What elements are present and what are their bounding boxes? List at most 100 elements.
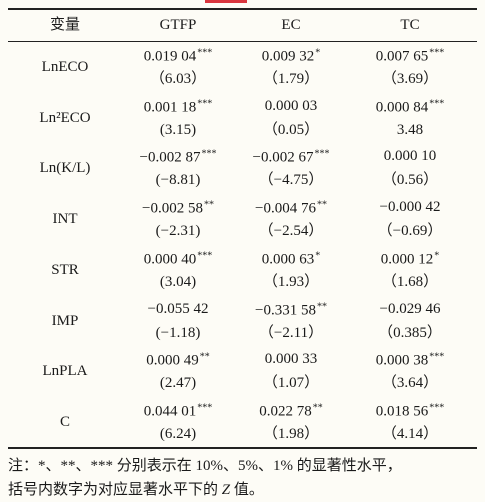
stars: ** [203, 199, 214, 211]
coef-cell: −0.000 42 [380, 198, 441, 216]
stars: ** [312, 402, 323, 414]
coef: 0.000 33 [264, 351, 318, 368]
header-cell: 变量 [49, 17, 81, 33]
z-value: （4.14） [381, 425, 439, 442]
bottom-rule [8, 447, 477, 449]
coef-cell: −0.004 76** [255, 197, 327, 218]
stars: *** [197, 402, 213, 414]
header-rule [8, 41, 477, 42]
z-value: （1.07） [262, 375, 320, 392]
z-value: （−0.69） [377, 223, 443, 240]
z-value: (2.47) [159, 375, 197, 392]
stars: * [434, 250, 440, 262]
coef: 0.000 49 [146, 352, 199, 369]
coef-cell: 0.001 18*** [144, 95, 213, 116]
coef: 0.000 12 [380, 251, 434, 268]
z-value: （1.68） [381, 273, 439, 290]
coef-cell: −0.055 42 [148, 300, 209, 318]
coef-cell: −0.331 58** [255, 298, 327, 319]
coef-cell: 0.044 01*** [144, 399, 213, 420]
z-value: （3.69） [381, 71, 439, 87]
coef: 0.022 78 [259, 403, 312, 420]
coef: 0.019 04 [143, 48, 197, 65]
stars: *** [429, 98, 445, 110]
z-value: （6.03） [149, 71, 207, 87]
coef: 0.009 32 [261, 48, 315, 65]
coef: −0.029 46 [379, 300, 441, 317]
coef: 0.000 10 [383, 148, 437, 165]
coef-cell: 0.007 65*** [376, 45, 445, 66]
row-label: STR [51, 261, 79, 278]
z-value: (−1.18) [155, 324, 201, 341]
coef-cell: 0.000 03 [265, 97, 318, 115]
coef: −0.331 58 [255, 302, 316, 318]
caption-fragment [205, 0, 247, 3]
z-value: (−2.31) [155, 223, 201, 240]
note-italic: Z [221, 482, 231, 498]
stars: *** [429, 351, 445, 363]
coef-cell: −0.002 58** [142, 197, 214, 218]
stars: ** [199, 351, 210, 363]
coef-cell: 0.000 49** [146, 349, 210, 370]
row-label: Ln²ECO [39, 109, 91, 126]
coef-cell: −0.029 46 [380, 300, 441, 318]
stars: *** [429, 47, 445, 59]
coef: 0.001 18 [143, 99, 197, 116]
coef-cell: 0.022 78** [259, 399, 323, 420]
stars: *** [197, 98, 213, 110]
z-value: (−8.81) [155, 172, 201, 189]
z-value: （3.64） [381, 375, 439, 392]
coef-cell: 0.000 40*** [144, 247, 213, 268]
row-label: IMP [51, 312, 79, 329]
row-label: LnECO [41, 59, 89, 75]
z-value: （0.385） [378, 324, 442, 341]
z-value: (6.24) [159, 425, 197, 442]
coef: −0.002 87 [139, 149, 201, 166]
coef: 0.018 56 [375, 403, 429, 420]
stars: * [315, 250, 321, 262]
note-line: 括号内数字为对应显著水平下的 Z 值。 [8, 478, 264, 499]
coef: −0.055 42 [147, 300, 209, 317]
coef-cell: 0.018 56*** [376, 399, 445, 420]
coef: −0.004 76 [255, 200, 316, 217]
coef: 0.044 01 [143, 403, 197, 420]
z-value: （0.05） [262, 121, 320, 138]
row-label: C [59, 413, 71, 430]
z-value: （−4.75） [258, 172, 324, 189]
coef-cell: 0.009 32* [262, 45, 321, 66]
note-text: 括号内数字为对应显著水平下的 [8, 482, 222, 498]
coef: 0.000 63 [261, 251, 315, 268]
header-cell: EC [281, 17, 301, 33]
stars: *** [429, 402, 445, 414]
coef: 0.000 03 [264, 97, 318, 114]
coef: 0.000 40 [143, 251, 197, 268]
stars: *** [201, 148, 217, 160]
coef: 0.000 84 [375, 99, 429, 116]
stars: *** [197, 47, 213, 59]
coef: 0.007 65 [375, 48, 429, 65]
z-value: （1.93） [262, 273, 320, 290]
z-value: (3.15) [159, 121, 197, 138]
stars: ** [316, 199, 327, 211]
coef-cell: 0.000 33 [265, 350, 318, 368]
coef: −0.002 67 [252, 149, 314, 166]
z-value: （−2.54） [258, 223, 324, 240]
z-value: (3.04) [159, 273, 197, 290]
top-rule [8, 8, 477, 10]
coef-cell: −0.002 67*** [253, 146, 330, 167]
row-label: INT [52, 211, 78, 228]
z-value: （1.79） [262, 71, 320, 87]
stars: *** [197, 250, 213, 262]
row-label: LnPLA [42, 363, 88, 380]
coef-cell: 0.019 04*** [144, 45, 213, 66]
coef-cell: −0.002 87*** [140, 146, 217, 167]
header-cell: GTFP [159, 17, 197, 33]
coef: −0.002 58 [142, 200, 203, 217]
note-text: 值。 [230, 482, 264, 498]
z-value: （−2.11） [258, 324, 324, 341]
z-value: （1.98） [262, 425, 320, 442]
header-cell: TC [400, 17, 420, 33]
stars: * [315, 47, 321, 59]
stars: *** [314, 148, 330, 160]
stars: ** [316, 301, 327, 312]
